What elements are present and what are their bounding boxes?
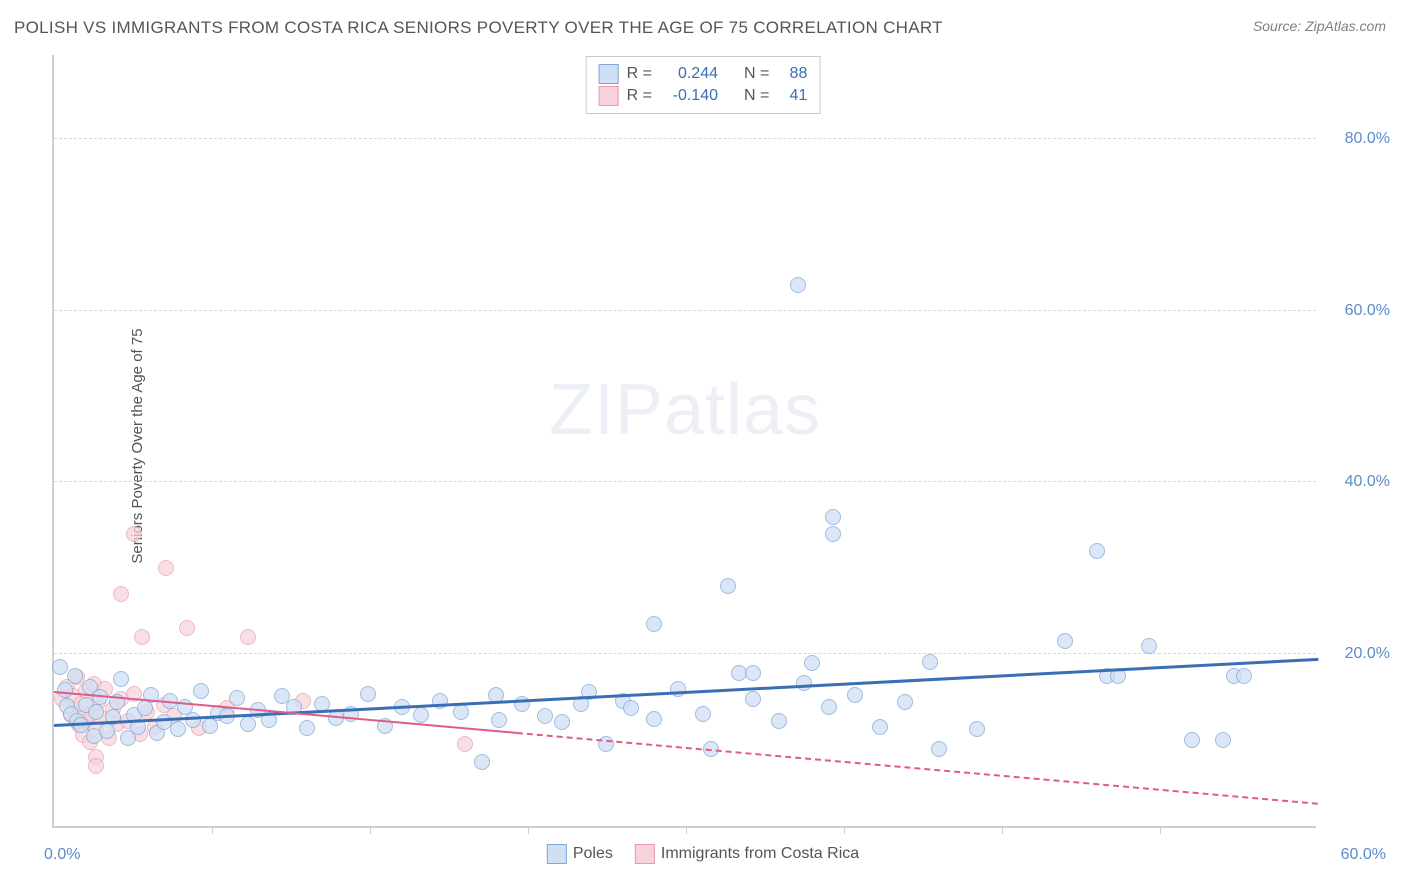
data-point-blue	[796, 675, 812, 691]
data-point-blue	[931, 741, 947, 757]
legend-item-poles: Poles	[547, 844, 613, 864]
data-point-pink	[457, 736, 473, 752]
n-value-blue: 88	[777, 65, 807, 83]
data-point-blue	[52, 659, 68, 675]
data-point-blue	[646, 616, 662, 632]
data-point-blue	[1089, 543, 1105, 559]
data-point-blue	[922, 654, 938, 670]
y-tick-label: 60.0%	[1330, 302, 1390, 320]
x-tick	[212, 826, 213, 834]
data-point-pink	[88, 758, 104, 774]
gridline	[54, 481, 1316, 482]
data-point-blue	[1236, 668, 1252, 684]
y-tick-label: 20.0%	[1330, 645, 1390, 663]
legend-label-poles: Poles	[573, 845, 613, 862]
swatch-pink-icon	[599, 86, 619, 106]
data-point-blue	[537, 708, 553, 724]
data-point-blue	[969, 721, 985, 737]
r-value-pink: -0.140	[660, 87, 718, 105]
data-point-blue	[156, 714, 172, 730]
data-point-blue	[771, 713, 787, 729]
r-value-blue: 0.244	[660, 65, 718, 83]
data-point-pink	[113, 586, 129, 602]
n-label: N =	[744, 87, 769, 105]
x-tick	[1160, 826, 1161, 834]
y-tick-label: 40.0%	[1330, 473, 1390, 491]
data-point-pink	[134, 629, 150, 645]
x-tick	[528, 826, 529, 834]
data-point-pink	[240, 629, 256, 645]
data-point-blue	[554, 714, 570, 730]
gridline	[54, 138, 1316, 139]
x-tick	[686, 826, 687, 834]
swatch-blue-icon	[599, 64, 619, 84]
swatch-pink-icon	[635, 844, 655, 864]
data-point-pink	[158, 560, 174, 576]
data-point-blue	[695, 706, 711, 722]
data-point-blue	[872, 719, 888, 735]
legend-row-blue: R = 0.244 N = 88	[599, 63, 808, 85]
data-point-blue	[1057, 633, 1073, 649]
data-point-pink	[179, 620, 195, 636]
data-point-blue	[1141, 638, 1157, 654]
data-point-blue	[67, 668, 83, 684]
legend-row-pink: R = -0.140 N = 41	[599, 85, 808, 107]
series-legend: Poles Immigrants from Costa Rica	[547, 844, 859, 864]
swatch-blue-icon	[547, 844, 567, 864]
x-tick	[370, 826, 371, 834]
x-max-label: 60.0%	[1341, 846, 1386, 864]
data-point-blue	[897, 694, 913, 710]
n-value-pink: 41	[777, 87, 807, 105]
source-attribution: Source: ZipAtlas.com	[1253, 18, 1386, 34]
data-point-blue	[731, 665, 747, 681]
legend-item-costarica: Immigrants from Costa Rica	[635, 844, 859, 864]
legend-label-costarica: Immigrants from Costa Rica	[661, 845, 859, 862]
data-point-blue	[623, 700, 639, 716]
data-point-blue	[670, 681, 686, 697]
data-point-blue	[1215, 732, 1231, 748]
correlation-legend: R = 0.244 N = 88 R = -0.140 N = 41	[586, 56, 821, 114]
data-point-blue	[170, 721, 186, 737]
data-point-blue	[491, 712, 507, 728]
data-point-blue	[804, 655, 820, 671]
data-point-blue	[193, 683, 209, 699]
data-point-blue	[1184, 732, 1200, 748]
data-point-blue	[646, 711, 662, 727]
r-label: R =	[627, 87, 652, 105]
r-label: R =	[627, 65, 652, 83]
data-point-blue	[229, 690, 245, 706]
x-tick	[1002, 826, 1003, 834]
data-point-blue	[88, 704, 104, 720]
data-point-blue	[137, 700, 153, 716]
y-tick-label: 80.0%	[1330, 130, 1390, 148]
x-origin-label: 0.0%	[44, 846, 80, 864]
data-point-blue	[360, 686, 376, 702]
data-point-blue	[745, 665, 761, 681]
data-point-blue	[745, 691, 761, 707]
data-point-blue	[825, 509, 841, 525]
x-tick	[844, 826, 845, 834]
gridline	[54, 653, 1316, 654]
data-point-blue	[720, 578, 736, 594]
data-point-blue	[57, 682, 73, 698]
watermark: ZIPatlas	[549, 369, 821, 451]
n-label: N =	[744, 65, 769, 83]
gridline	[54, 310, 1316, 311]
data-point-blue	[240, 716, 256, 732]
data-point-blue	[453, 704, 469, 720]
data-point-blue	[821, 699, 837, 715]
chart-title: POLISH VS IMMIGRANTS FROM COSTA RICA SEN…	[14, 18, 943, 38]
data-point-blue	[790, 277, 806, 293]
data-point-blue	[474, 754, 490, 770]
scatter-chart: ZIPatlas 20.0%40.0%60.0%80.0%	[52, 55, 1316, 828]
data-point-blue	[847, 687, 863, 703]
data-point-blue	[113, 671, 129, 687]
data-point-blue	[413, 707, 429, 723]
data-point-pink	[126, 526, 142, 542]
data-point-blue	[299, 720, 315, 736]
data-point-blue	[99, 723, 115, 739]
data-point-blue	[825, 526, 841, 542]
